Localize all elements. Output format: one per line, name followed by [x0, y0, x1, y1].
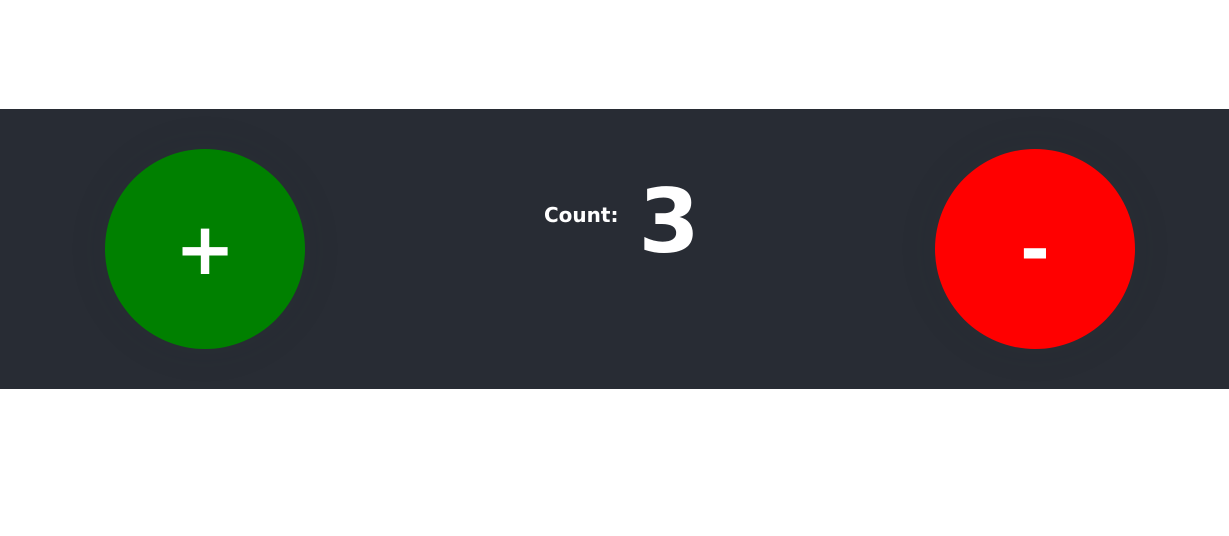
plus-icon: + — [174, 207, 236, 291]
count-value: 3 — [638, 170, 700, 273]
count-label: Count: — [544, 203, 619, 227]
decrement-button[interactable]: - — [935, 149, 1135, 349]
count-display: Count: 3 — [544, 172, 700, 272]
minus-icon: - — [1020, 207, 1050, 291]
increment-button[interactable]: + — [105, 149, 305, 349]
